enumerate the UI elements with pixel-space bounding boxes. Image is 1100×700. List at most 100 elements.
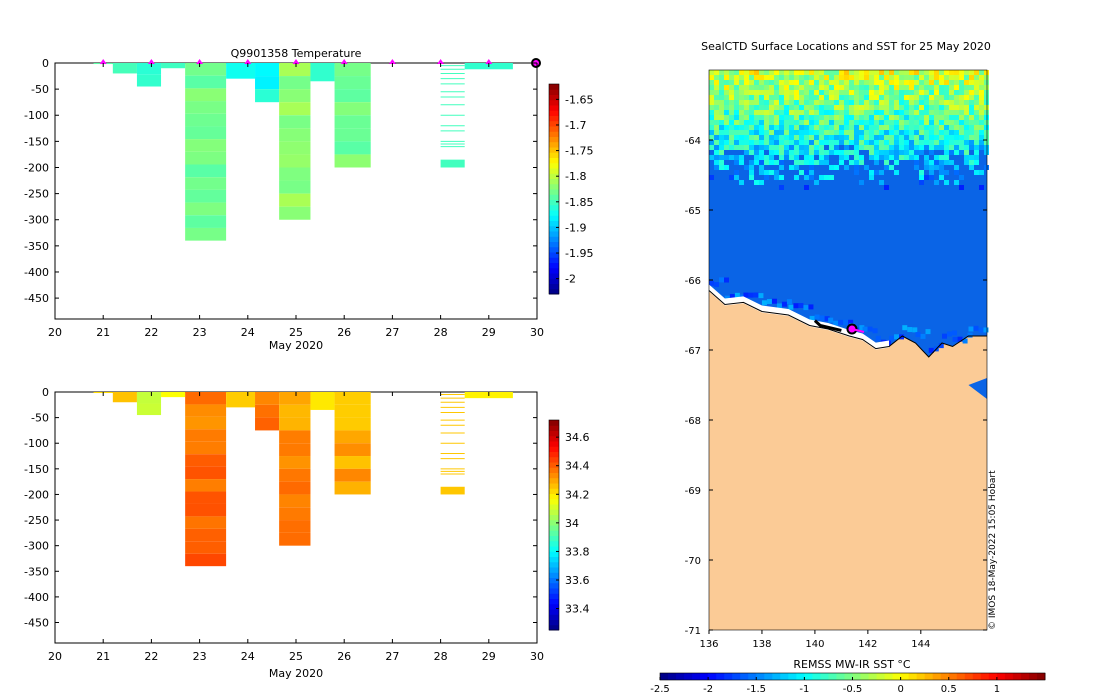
sst-cell <box>859 75 864 80</box>
sst-cell <box>734 292 740 298</box>
sst-cell <box>719 115 724 120</box>
colorbar-cell <box>549 231 559 237</box>
sst-cell <box>889 120 894 125</box>
sst-cell <box>764 160 769 165</box>
profile-bar <box>279 443 311 457</box>
sst-cell <box>934 90 939 95</box>
sst-cell <box>734 160 739 165</box>
sst-cell <box>834 150 839 155</box>
colorbar-tick-label: -1.8 <box>565 170 586 183</box>
sst-cell <box>758 293 764 299</box>
colorbar-cell <box>549 204 559 211</box>
sst-cell <box>973 325 979 331</box>
sst-cell <box>844 100 849 105</box>
sst-cell <box>964 75 969 80</box>
sst-cell <box>844 145 849 150</box>
sst-cell <box>859 130 864 135</box>
sst-cell <box>944 100 949 105</box>
colorbar-cell <box>980 673 990 680</box>
sst-cell <box>814 70 819 75</box>
sst-cell <box>759 120 764 125</box>
sst-cell <box>844 155 849 160</box>
sst-cell <box>874 125 879 130</box>
sst-cell <box>824 80 829 85</box>
sst-cell <box>744 125 749 130</box>
sst-cell <box>824 175 829 180</box>
sst-cell <box>814 75 819 80</box>
sst-cell <box>739 120 744 125</box>
sst-cell <box>899 155 904 160</box>
profile-bar <box>185 416 227 430</box>
sst-cell <box>964 115 969 120</box>
colorbar-cell <box>748 673 757 680</box>
y-tick-label: -350 <box>24 565 49 578</box>
sst-cell <box>904 70 909 75</box>
sst-cell <box>859 85 864 90</box>
sst-cell <box>879 95 884 100</box>
colorbar-tick-label: -2.5 <box>650 684 670 695</box>
sst-cell <box>859 160 864 165</box>
sst-cell <box>967 332 973 338</box>
sst-cell <box>909 75 914 80</box>
sst-cell <box>884 110 889 115</box>
sst-cell <box>759 150 764 155</box>
sst-cell <box>848 319 854 325</box>
sst-cell <box>844 85 849 90</box>
sst-cell <box>794 115 799 120</box>
sst-cell <box>909 110 914 115</box>
sst-cell <box>899 95 904 100</box>
sst-cell <box>944 75 949 80</box>
colorbar-cell <box>549 420 559 426</box>
sst-cell <box>774 80 779 85</box>
sst-cell <box>844 80 849 85</box>
sst-cell <box>879 130 884 135</box>
sst-cell <box>864 110 869 115</box>
sst-cell <box>804 70 809 75</box>
sst-cell <box>899 105 904 110</box>
sst-cell <box>864 145 869 150</box>
sst-cell <box>814 90 819 95</box>
sst-cell <box>849 135 854 140</box>
sst-cell <box>844 110 849 115</box>
sst-cell <box>779 100 784 105</box>
sst-cell <box>814 105 819 110</box>
sst-cell <box>869 150 874 155</box>
sst-cell <box>909 95 914 100</box>
sst-cell <box>764 80 769 85</box>
sst-cell <box>854 95 859 100</box>
sst-cell <box>769 140 774 145</box>
sst-cell <box>924 160 929 165</box>
sst-cell <box>874 155 879 160</box>
sst-cell <box>894 150 899 155</box>
sst-cell <box>764 125 769 130</box>
sst-cell <box>834 110 839 115</box>
sst-cell <box>929 145 934 150</box>
sst-cell <box>944 150 949 155</box>
sst-cell <box>949 120 954 125</box>
sst-cell <box>854 155 859 160</box>
profile-bar <box>279 206 311 220</box>
sst-cell <box>864 90 869 95</box>
sst-cell <box>724 277 729 283</box>
sst-cell <box>879 85 884 90</box>
sst-cell <box>879 135 884 140</box>
sst-cell <box>814 130 819 135</box>
profile-bar <box>185 441 227 455</box>
sst-cell <box>799 160 804 165</box>
profile-bar <box>334 468 371 482</box>
profile-bar <box>185 528 227 542</box>
x-tick-label: 25 <box>289 326 303 339</box>
sst-cell <box>949 90 954 95</box>
sst-cell <box>904 105 909 110</box>
sst-cell <box>919 125 924 130</box>
sst-cell <box>774 175 779 180</box>
sst-cell <box>889 105 894 110</box>
sst-cell <box>884 75 889 80</box>
sst-cell <box>924 105 929 110</box>
sst-cell <box>734 125 739 130</box>
profile-bar <box>185 101 227 114</box>
sst-cell <box>879 140 884 145</box>
profile-bar <box>279 154 311 168</box>
sst-cell <box>709 115 714 120</box>
sst-cell <box>809 155 814 160</box>
